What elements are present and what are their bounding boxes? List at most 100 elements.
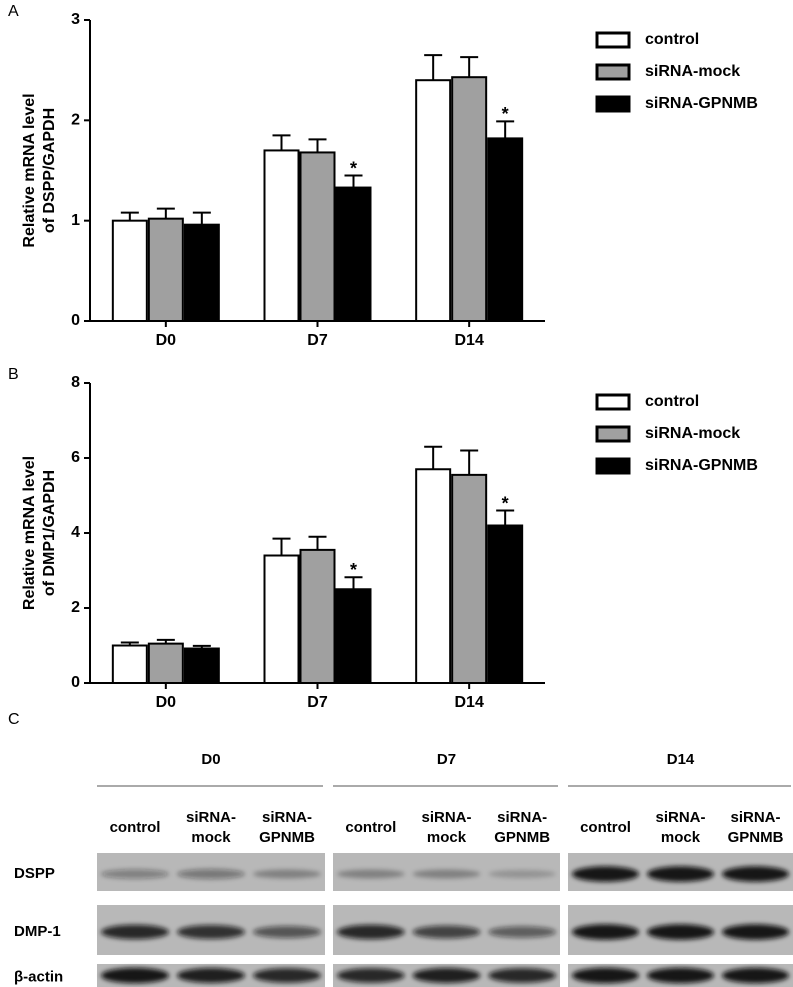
x-tick-label: D7	[307, 332, 328, 349]
blot-band	[572, 924, 639, 940]
lane-label: siRNA-	[421, 809, 471, 826]
blot-band	[572, 968, 639, 984]
row-label: DMP-1	[14, 923, 61, 940]
bar	[185, 225, 219, 321]
blot-band	[177, 925, 245, 939]
group-label: D0	[201, 751, 220, 768]
y-tick-label: 8	[71, 374, 80, 391]
y-tick-label: 2	[71, 112, 80, 129]
bar	[488, 526, 522, 684]
y-tick-label: 0	[71, 312, 80, 329]
row-label: DSPP	[14, 865, 55, 882]
bar	[265, 556, 299, 684]
blot-band	[101, 968, 169, 984]
bar	[301, 152, 335, 321]
blot-band	[647, 924, 714, 940]
legend-label: siRNA-GPNMB	[645, 95, 758, 112]
blot-band	[572, 866, 639, 882]
blot-band	[177, 869, 245, 879]
blot-band	[177, 968, 245, 983]
blot-band	[722, 924, 789, 940]
blot-band	[488, 926, 556, 938]
x-tick-label: D14	[454, 332, 483, 349]
blot-band	[337, 925, 405, 940]
blot-band	[413, 968, 481, 983]
blot-band	[647, 866, 714, 882]
bar	[265, 150, 299, 321]
bar	[416, 469, 450, 683]
panel-label: C	[8, 711, 20, 728]
panel-label: B	[8, 366, 19, 383]
lane-label: GPNMB	[259, 829, 315, 846]
bar	[488, 138, 522, 321]
lane-label: siRNA-	[497, 809, 547, 826]
y-tick-label: 1	[71, 212, 80, 229]
blot-band	[488, 870, 556, 878]
x-tick-label: D0	[156, 332, 177, 349]
y-tick-label: 3	[71, 11, 80, 28]
y-axis-label: Relative mRNA level	[21, 456, 38, 610]
lane-label: mock	[191, 829, 231, 846]
legend-swatch	[597, 459, 629, 473]
legend-swatch	[597, 97, 629, 111]
y-tick-label: 0	[71, 674, 80, 691]
legend-label: siRNA-mock	[645, 425, 740, 442]
bar	[185, 649, 219, 684]
significance-label: *	[502, 493, 509, 513]
blot-band	[722, 968, 789, 984]
x-tick-label: D0	[156, 694, 177, 711]
legend-swatch	[597, 427, 629, 441]
bar	[452, 77, 486, 321]
lane-label: control	[110, 819, 161, 836]
legend-swatch	[597, 33, 629, 47]
blot-band	[488, 968, 556, 983]
y-axis-label: Relative mRNA level	[21, 93, 38, 247]
legend-label: siRNA-mock	[645, 63, 740, 80]
blot-band	[253, 870, 321, 879]
lane-label: GPNMB	[728, 829, 784, 846]
figure: ARelative mRNA levelof DSPP/GAPDH0123D0D…	[0, 0, 793, 987]
lane-label: mock	[427, 829, 467, 846]
y-axis-label: of DSPP/GAPDH	[41, 108, 58, 233]
legend-swatch	[597, 395, 629, 409]
lane-label: control	[580, 819, 631, 836]
lane-label: siRNA-	[262, 809, 312, 826]
bar	[113, 221, 147, 321]
y-tick-label: 2	[71, 599, 80, 616]
bar	[149, 219, 183, 321]
lane-label: control	[345, 819, 396, 836]
significance-label: *	[350, 158, 357, 178]
x-tick-label: D14	[454, 694, 483, 711]
lane-label: siRNA-	[730, 809, 780, 826]
blot-band	[101, 925, 169, 940]
panel-label: A	[8, 3, 19, 20]
lane-label: mock	[661, 829, 701, 846]
x-tick-label: D7	[307, 694, 328, 711]
legend-label: control	[645, 31, 699, 48]
bar	[113, 646, 147, 684]
bar	[452, 475, 486, 683]
legend-label: control	[645, 393, 699, 410]
blot-band	[413, 926, 481, 939]
blot-band	[253, 926, 321, 938]
blot-band	[337, 870, 405, 879]
y-tick-label: 4	[71, 524, 80, 541]
group-label: D7	[437, 751, 456, 768]
y-axis-label: of DMP1/GAPDH	[41, 470, 58, 596]
row-label: β-actin	[14, 968, 63, 985]
y-tick-label: 6	[71, 449, 80, 466]
blot-band	[337, 968, 405, 983]
significance-label: *	[502, 104, 509, 124]
blot-band	[101, 869, 169, 879]
lane-label: siRNA-	[186, 809, 236, 826]
bar	[337, 188, 371, 321]
blot-band	[722, 866, 789, 882]
blot-band	[413, 870, 481, 879]
legend-swatch	[597, 65, 629, 79]
lane-label: GPNMB	[494, 829, 550, 846]
lane-label: siRNA-	[655, 809, 705, 826]
blot-band	[647, 968, 714, 984]
legend-label: siRNA-GPNMB	[645, 457, 758, 474]
bar	[301, 550, 335, 683]
bar	[337, 589, 371, 683]
